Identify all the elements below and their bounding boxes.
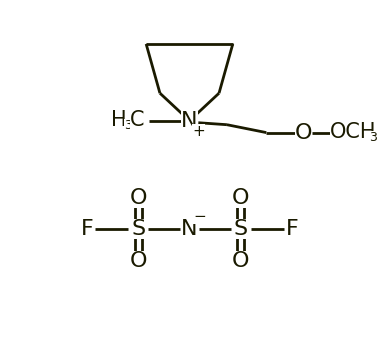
Text: O: O xyxy=(129,251,147,271)
Text: F: F xyxy=(81,219,94,239)
Text: C: C xyxy=(130,110,144,130)
Text: OCH: OCH xyxy=(330,122,376,141)
Text: O: O xyxy=(129,188,147,208)
Text: N: N xyxy=(181,219,198,239)
Text: −: − xyxy=(193,209,206,224)
Text: O: O xyxy=(232,188,249,208)
Text: N: N xyxy=(181,111,198,131)
Text: +: + xyxy=(192,124,205,139)
Text: F: F xyxy=(285,219,298,239)
Text: 3: 3 xyxy=(369,131,377,144)
Text: H: H xyxy=(111,110,126,130)
Text: S: S xyxy=(131,219,145,239)
Text: 3: 3 xyxy=(125,119,132,132)
Text: O: O xyxy=(295,123,312,142)
Text: S: S xyxy=(234,219,248,239)
Text: O: O xyxy=(232,251,249,271)
